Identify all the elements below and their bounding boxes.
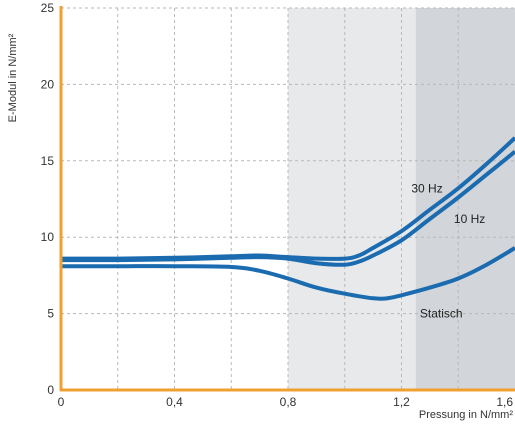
x-tick-label: 0,4 — [166, 395, 183, 409]
y-tick-label: 20 — [41, 77, 55, 91]
y-tick-label: 10 — [41, 230, 55, 244]
series-labels: 30 Hz 10 Hz Statisch — [411, 181, 485, 320]
y-tick-label: 0 — [47, 383, 54, 397]
shaded-region-1 — [288, 8, 416, 390]
series-label-10-hz: 10 Hz — [454, 212, 485, 226]
grid-lines — [61, 7, 515, 390]
x-tick-label: 0,8 — [280, 395, 297, 409]
series-lines — [60, 136, 515, 301]
series-line-statisch — [61, 246, 515, 301]
y-axis-label: E-Modul in N/mm² — [7, 33, 19, 122]
x-axis-label: Pressung in N/mm² — [419, 409, 513, 421]
shaded-bands — [288, 8, 515, 390]
x-tick-label: 1,2 — [393, 395, 410, 409]
x-tick-label: 0 — [58, 395, 65, 409]
y-tick-label: 25 — [41, 1, 55, 15]
axes — [59, 6, 515, 392]
series-line-10-hz — [60, 150, 515, 267]
x-tick-label: 1,6 — [496, 395, 513, 409]
series-label-30-hz: 30 Hz — [411, 181, 442, 195]
shaded-region-2 — [415, 8, 515, 390]
y-tick-label: 5 — [47, 307, 54, 321]
y-tick-label: 15 — [41, 154, 55, 168]
tick-labels: 0 0,4 0,8 1,2 1,6 0 5 10 15 20 25 — [41, 1, 514, 409]
series-label-statisch: Statisch — [420, 307, 463, 321]
